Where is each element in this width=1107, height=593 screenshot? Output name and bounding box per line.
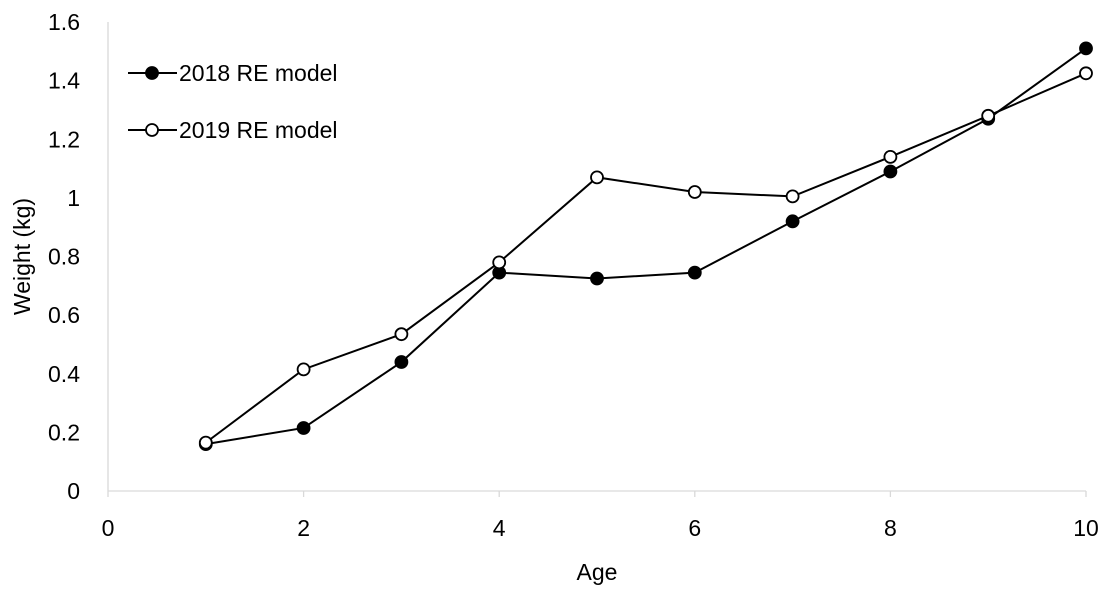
data-point: [787, 190, 799, 202]
y-axis-title: Weight (kg): [9, 198, 35, 315]
data-point: [689, 267, 701, 279]
data-point: [591, 171, 603, 183]
y-tick-label: 0.2: [48, 419, 80, 445]
series-lines: [200, 42, 1092, 450]
data-point: [884, 165, 896, 177]
x-tick-label: 6: [688, 515, 701, 541]
data-point: [982, 110, 994, 122]
series-1: [200, 42, 1092, 450]
data-point: [298, 363, 310, 375]
y-tick-label: 1: [67, 185, 80, 211]
legend-item: 2019 RE model: [128, 117, 338, 143]
x-tick-label: 0: [102, 515, 115, 541]
data-point: [298, 422, 310, 434]
data-point: [493, 256, 505, 268]
legend-label: 2019 RE model: [179, 117, 338, 143]
y-tick-label: 0.6: [48, 302, 80, 328]
data-point: [395, 328, 407, 340]
data-point: [1080, 42, 1092, 54]
legend-item: 2018 RE model: [128, 60, 338, 86]
data-point: [1080, 67, 1092, 79]
y-tick-label: 1.2: [48, 126, 80, 152]
series-line: [206, 48, 1086, 444]
y-tick-label: 1.6: [48, 9, 80, 35]
series-line: [206, 73, 1086, 442]
data-point: [200, 437, 212, 449]
data-point: [591, 272, 603, 284]
data-point: [787, 215, 799, 227]
x-tick-label: 4: [493, 515, 506, 541]
data-point: [689, 186, 701, 198]
y-tick-label: 0.8: [48, 244, 80, 270]
y-tick-label: 0.4: [48, 361, 80, 387]
x-axis-title: Age: [577, 559, 618, 585]
legend-marker: [146, 124, 158, 136]
data-point: [884, 151, 896, 163]
axes: 0 2 4 6 8 10 0 0.2 0.4 0.6 0.8 1 1.2 1.4 1.6: [48, 9, 1099, 541]
x-tick-label: 8: [884, 515, 897, 541]
data-point: [395, 356, 407, 368]
y-tick-label: 0: [67, 478, 80, 504]
x-tick-label: 2: [297, 515, 310, 541]
legend-marker: [146, 67, 158, 79]
legend: 2018 RE model 2019 RE model: [128, 60, 338, 143]
x-tick-label: 10: [1073, 515, 1099, 541]
y-tick-label: 1.4: [48, 68, 80, 94]
legend-label: 2018 RE model: [179, 60, 338, 86]
